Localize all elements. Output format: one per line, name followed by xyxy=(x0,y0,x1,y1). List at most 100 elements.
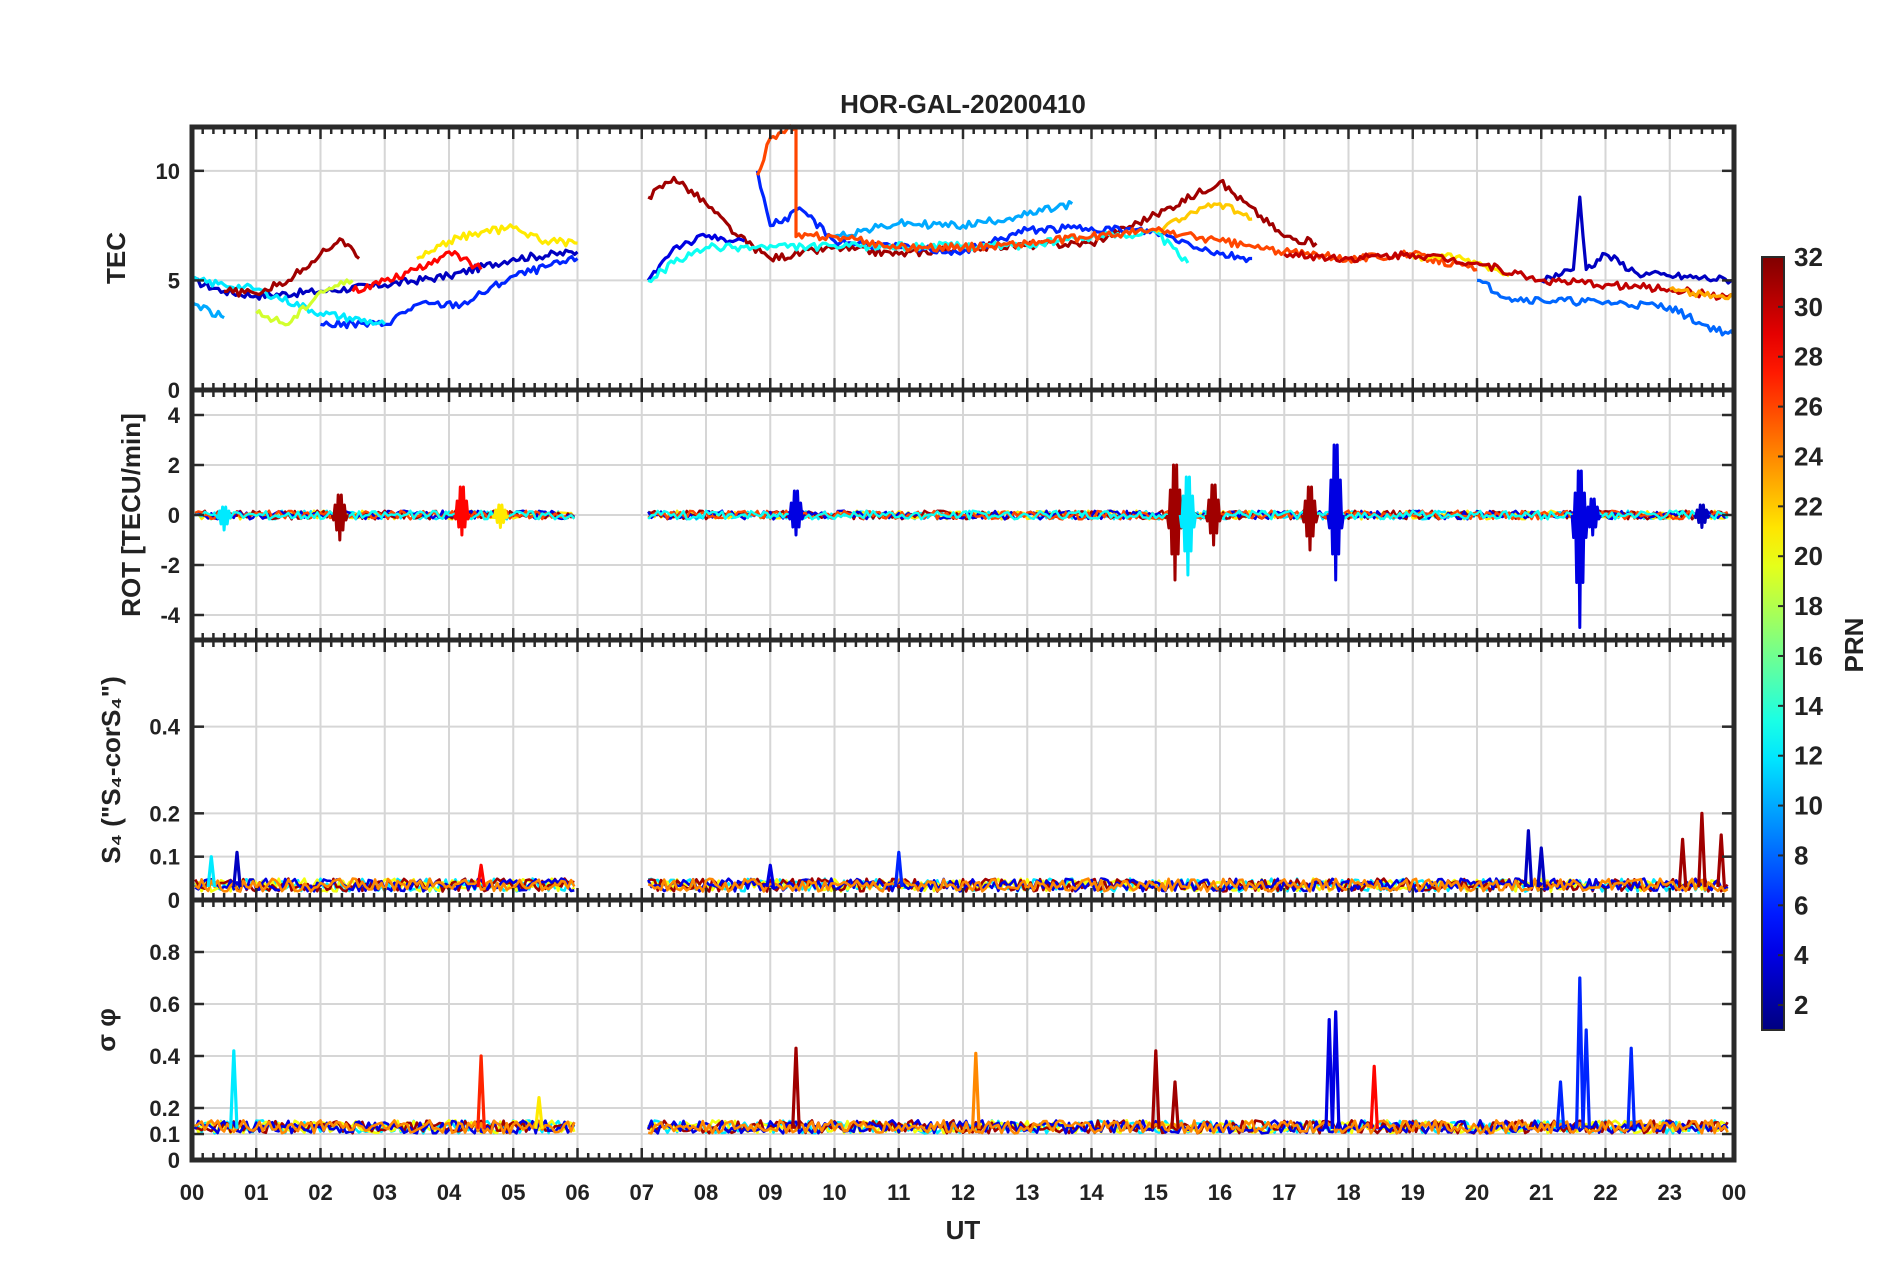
rot-spike xyxy=(786,489,806,537)
x-tick-label: 18 xyxy=(1336,1180,1360,1205)
colorbar-tick-label: 30 xyxy=(1794,292,1823,322)
x-tick-label: 08 xyxy=(694,1180,718,1205)
series-group xyxy=(193,976,1729,1135)
peak xyxy=(1697,811,1707,888)
tec-series-line xyxy=(833,200,1074,239)
x-axis: 00 01 02 03 04 05 06 07 08 09 10 11 12 13 14 15 16 17 18 19… xyxy=(180,1180,1746,1205)
grid xyxy=(192,640,1734,900)
x-tick-label: 09 xyxy=(758,1180,782,1205)
tec-series-line xyxy=(1669,286,1736,301)
peak xyxy=(1170,1080,1180,1129)
y-tick-label: 0 xyxy=(168,378,180,403)
baseline-trace xyxy=(647,1119,1729,1135)
peak xyxy=(765,863,776,888)
peak xyxy=(229,1049,239,1129)
colorbar-tick-label: 18 xyxy=(1794,591,1823,621)
colorbar-tick-label: 16 xyxy=(1794,641,1823,671)
colorbar-tick-label: 2 xyxy=(1794,990,1808,1020)
x-tick-label: 04 xyxy=(437,1180,462,1205)
tec-series-line xyxy=(1283,250,1736,301)
y-tick-label: 5 xyxy=(168,268,180,293)
colorbar-tick-label: 12 xyxy=(1794,741,1823,771)
chart-title: HOR-GAL-20200410 xyxy=(840,89,1086,119)
y-axis: -4 -2 0 2 4 xyxy=(160,403,1734,628)
peak xyxy=(1677,837,1688,888)
colorbar-tick-label: 10 xyxy=(1794,791,1823,821)
tec-series-line xyxy=(190,275,386,326)
peak xyxy=(1536,846,1547,888)
baseline-trace xyxy=(194,1119,576,1135)
x-tick-label: 10 xyxy=(822,1180,846,1205)
rot-spike xyxy=(1570,469,1589,629)
x-tick-label: 07 xyxy=(630,1180,654,1205)
x-tick-label: 12 xyxy=(951,1180,975,1205)
rot-spike xyxy=(1178,475,1198,577)
x-tick-label: 23 xyxy=(1658,1180,1682,1205)
x-tick-label: 00 xyxy=(1722,1180,1746,1205)
y-axis-label: σ φ xyxy=(91,1008,121,1052)
baseline-trace xyxy=(647,877,1729,893)
colorbar-tick-label: 14 xyxy=(1794,691,1823,721)
y-tick-label: 0.6 xyxy=(149,992,180,1017)
y-tick-label: 10 xyxy=(156,159,180,184)
peak xyxy=(1523,829,1534,888)
x-tick-label: 21 xyxy=(1529,1180,1553,1205)
rot-spike xyxy=(330,493,349,542)
y-tick-label: 0.1 xyxy=(149,1122,180,1147)
colorbar-tick-label: 24 xyxy=(1794,441,1823,471)
x-tick-label: 15 xyxy=(1144,1180,1168,1205)
grid xyxy=(192,900,1734,1160)
peak xyxy=(1575,976,1585,1129)
tec-series-line xyxy=(1540,195,1735,285)
colorbar-tick-label: 28 xyxy=(1794,342,1823,372)
y-axis: 0 0.1 0.2 0.4 xyxy=(149,715,1734,913)
peak xyxy=(1626,1046,1636,1129)
peak xyxy=(971,1051,981,1129)
x-tick-label: 14 xyxy=(1079,1180,1104,1205)
tec-series-line xyxy=(255,278,354,327)
tec-series-line xyxy=(191,300,225,320)
x-tick-label: 13 xyxy=(1015,1180,1039,1205)
tec-series-line xyxy=(416,223,578,260)
rot-spike xyxy=(1300,485,1320,552)
colorbar-tick-label: 6 xyxy=(1794,890,1808,920)
y-tick-label: -2 xyxy=(160,553,180,578)
peak xyxy=(206,855,217,888)
rot-spike xyxy=(1583,497,1602,537)
x-ticks xyxy=(190,900,1736,1160)
tec-series-line xyxy=(224,237,361,298)
x-tick-label: 22 xyxy=(1593,1180,1617,1205)
x-tick-label: 03 xyxy=(373,1180,397,1205)
series-group xyxy=(190,124,1736,337)
peak xyxy=(1369,1064,1379,1129)
y-axis-label: S₄ ("S₄-corS₄") xyxy=(96,676,126,864)
y-tick-label: 0 xyxy=(168,1148,180,1173)
series-group xyxy=(194,443,1729,629)
tec-series-line xyxy=(755,170,1253,264)
y-tick-label: 2 xyxy=(168,453,180,478)
colorbar-label: PRN xyxy=(1839,618,1869,673)
tec-series-line xyxy=(351,250,483,294)
y-tick-label: 0 xyxy=(168,503,180,528)
y-axis-label: TEC xyxy=(101,232,131,284)
tec-series-line xyxy=(1154,202,1253,234)
peak xyxy=(476,863,486,888)
x-tick-label: 01 xyxy=(244,1180,268,1205)
x-tick-label: 02 xyxy=(308,1180,332,1205)
tec-series-line xyxy=(755,124,1478,272)
peak xyxy=(893,850,904,888)
peak xyxy=(232,850,242,888)
peak xyxy=(1150,1049,1161,1129)
colorbar-tick-label: 20 xyxy=(1794,541,1823,571)
x-axis-label: UT xyxy=(946,1215,981,1245)
baseline-trace xyxy=(647,1119,1729,1135)
tec-series-line xyxy=(646,232,746,282)
x-tick-label: 20 xyxy=(1465,1180,1489,1205)
tec-series-line xyxy=(191,248,579,301)
y-tick-label: 0.4 xyxy=(149,715,180,740)
x-tick-label: 16 xyxy=(1208,1180,1232,1205)
rot-spike xyxy=(1165,463,1185,582)
colorbar-scale xyxy=(1761,256,1785,1031)
